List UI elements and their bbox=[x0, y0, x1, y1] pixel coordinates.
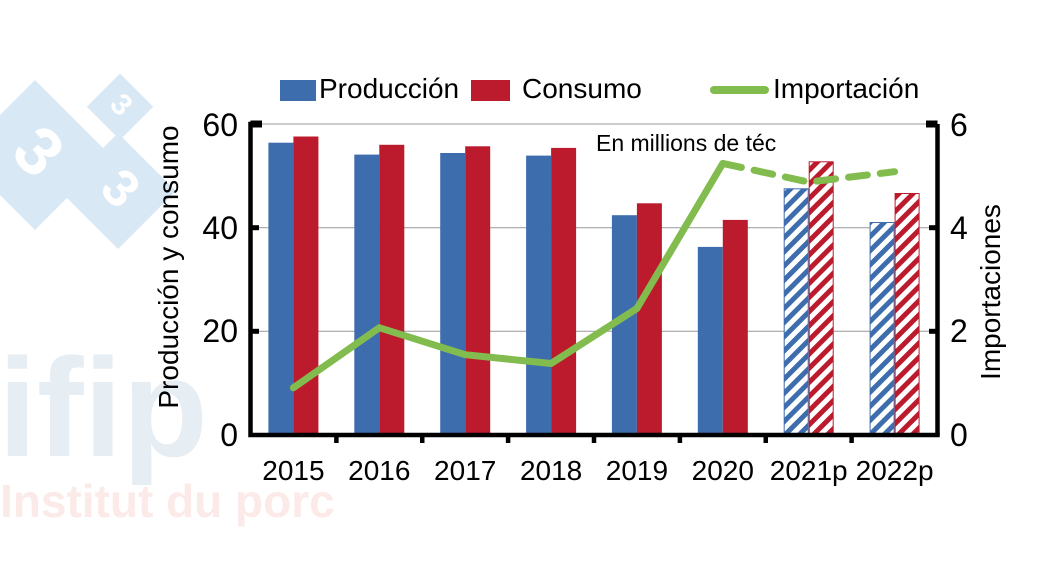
svg-text:40: 40 bbox=[202, 210, 238, 246]
svg-text:2015: 2015 bbox=[262, 455, 324, 486]
svg-text:2017: 2017 bbox=[434, 455, 496, 486]
svg-text:2022p: 2022p bbox=[856, 455, 934, 486]
svg-text:2020: 2020 bbox=[692, 455, 754, 486]
svg-text:2019: 2019 bbox=[606, 455, 668, 486]
svg-text:20: 20 bbox=[202, 313, 238, 349]
svg-text:0: 0 bbox=[950, 417, 968, 453]
svg-text:2018: 2018 bbox=[520, 455, 582, 486]
svg-text:2021p: 2021p bbox=[770, 455, 848, 486]
svg-text:2: 2 bbox=[950, 313, 968, 349]
svg-text:Importación: Importación bbox=[773, 73, 919, 104]
svg-text:6: 6 bbox=[950, 107, 968, 143]
svg-text:Consumo: Consumo bbox=[522, 73, 642, 104]
svg-text:En millions de téc: En millions de téc bbox=[596, 130, 776, 156]
svg-text:60: 60 bbox=[202, 107, 238, 143]
svg-text:2016: 2016 bbox=[348, 455, 410, 486]
svg-text:4: 4 bbox=[950, 210, 968, 246]
svg-text:Producción y consumo: Producción y consumo bbox=[153, 125, 184, 408]
svg-text:Importaciones: Importaciones bbox=[975, 204, 1006, 380]
svg-text:0: 0 bbox=[220, 417, 238, 453]
svg-text:Producción: Producción bbox=[319, 73, 459, 104]
